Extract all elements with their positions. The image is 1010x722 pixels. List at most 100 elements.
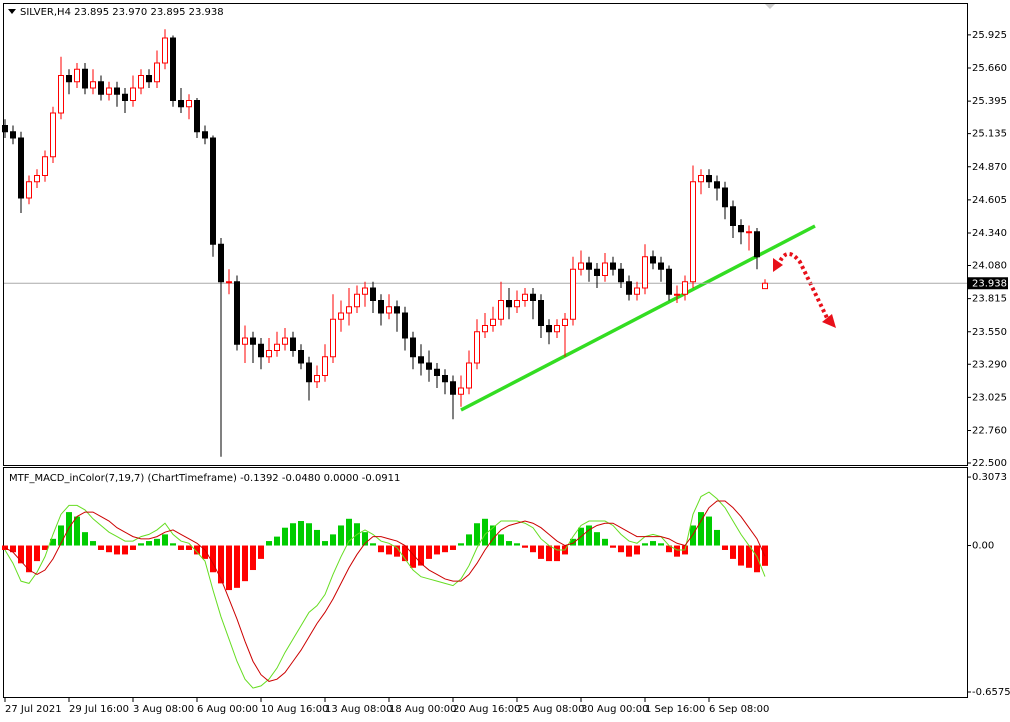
histogram-bar — [442, 545, 448, 553]
candle-body — [722, 187, 728, 208]
histogram-bar — [626, 545, 632, 557]
candle-body — [530, 293, 536, 301]
candle-body — [74, 68, 80, 83]
candle-body — [178, 100, 184, 108]
histogram-bar — [202, 545, 208, 559]
candle-body — [10, 131, 16, 139]
histogram-bar — [690, 525, 696, 546]
candle-body — [122, 93, 128, 101]
candle-body — [34, 175, 40, 183]
histogram-bar — [490, 525, 496, 546]
x-tick-label: 25 Aug 08:00 — [517, 704, 584, 715]
histogram-bar — [122, 545, 128, 555]
histogram-bar — [274, 536, 280, 546]
candle-body — [554, 325, 560, 333]
x-tick-label: 10 Aug 16:00 — [261, 704, 328, 715]
histogram-bar — [538, 545, 544, 559]
histogram-bar — [370, 543, 376, 546]
y-tick-label: 24.605 — [972, 195, 1007, 206]
histogram-bar — [666, 545, 672, 553]
histogram-bar — [130, 545, 136, 550]
candle-body — [506, 300, 512, 308]
y-tick-label: 25.135 — [972, 129, 1007, 140]
histogram-bar — [642, 543, 648, 546]
x-tick-label: 29 Jul 16:00 — [69, 704, 129, 715]
histogram-bar — [170, 543, 176, 546]
candle-body — [202, 131, 208, 139]
histogram-bar — [98, 545, 104, 550]
candle-body — [266, 350, 272, 358]
candle-body — [298, 350, 304, 364]
histogram-bar — [194, 545, 200, 555]
candle-body — [746, 231, 752, 234]
candle-body — [490, 318, 496, 326]
histogram-bar — [82, 532, 88, 546]
histogram-bar — [266, 541, 272, 546]
histogram-bar — [458, 543, 464, 546]
x-tick-label: 18 Aug 00:00 — [389, 704, 456, 715]
candle-body — [474, 331, 480, 364]
indicator-panel — [3, 467, 968, 698]
candle-body — [42, 156, 48, 176]
histogram-bar — [146, 541, 152, 546]
candle-body — [586, 262, 592, 270]
histogram-bar — [698, 512, 704, 546]
histogram-bar — [242, 545, 248, 582]
price-title: SILVER,H4 23.895 23.970 23.895 23.938 — [20, 7, 224, 18]
histogram-bar — [402, 545, 408, 562]
histogram-bar — [258, 545, 264, 559]
histogram-bar — [106, 545, 112, 553]
candle-body — [602, 262, 608, 276]
candle-body — [322, 356, 328, 376]
candle-body — [50, 112, 56, 158]
candle-body — [706, 175, 712, 183]
histogram-bar — [658, 543, 664, 546]
candle-body — [570, 268, 576, 320]
candle-body — [754, 231, 760, 258]
histogram-bar — [674, 545, 680, 557]
histogram-bar — [346, 518, 352, 546]
histogram-bar — [210, 545, 216, 573]
candle-body — [66, 75, 72, 83]
candle-body — [386, 306, 392, 314]
histogram-bar — [546, 545, 552, 562]
candle-body — [58, 75, 64, 114]
candle-body — [522, 293, 528, 301]
candle-body — [290, 337, 296, 351]
candle-body — [162, 37, 168, 64]
candle-body — [546, 325, 552, 333]
histogram-bar — [426, 545, 432, 559]
histogram-bar — [738, 545, 744, 566]
candle-body — [170, 37, 176, 101]
candle-body — [378, 300, 384, 314]
histogram-bar — [314, 529, 320, 546]
histogram-bar — [714, 529, 720, 546]
candle-body — [274, 343, 280, 351]
x-tick-label: 6 Sep 08:00 — [709, 704, 769, 715]
menu-arrow[interactable] — [8, 9, 16, 14]
candle-body — [418, 356, 424, 364]
histogram-bar — [754, 545, 760, 573]
histogram-bar — [498, 534, 504, 546]
y-tick-label: 22.500 — [972, 458, 1007, 469]
last-price-box — [968, 277, 1008, 290]
histogram-bar — [466, 534, 472, 546]
candle-body — [106, 87, 112, 95]
histogram-bar — [178, 545, 184, 550]
candle-body — [210, 137, 216, 245]
histogram-bar — [50, 538, 56, 546]
histogram-bar — [226, 545, 232, 591]
y-tick-label: 22.760 — [972, 426, 1007, 437]
candle-body — [338, 312, 344, 320]
histogram-bar — [114, 545, 120, 555]
candle-body — [306, 362, 312, 383]
y-tick-label: 23.025 — [972, 392, 1007, 403]
candle-body — [458, 387, 464, 395]
candle-body — [2, 125, 8, 133]
histogram-bar — [474, 523, 480, 546]
candle-body — [762, 282, 768, 290]
candle-body — [394, 306, 400, 314]
candle-body — [562, 318, 568, 326]
histogram-bar — [58, 525, 64, 546]
